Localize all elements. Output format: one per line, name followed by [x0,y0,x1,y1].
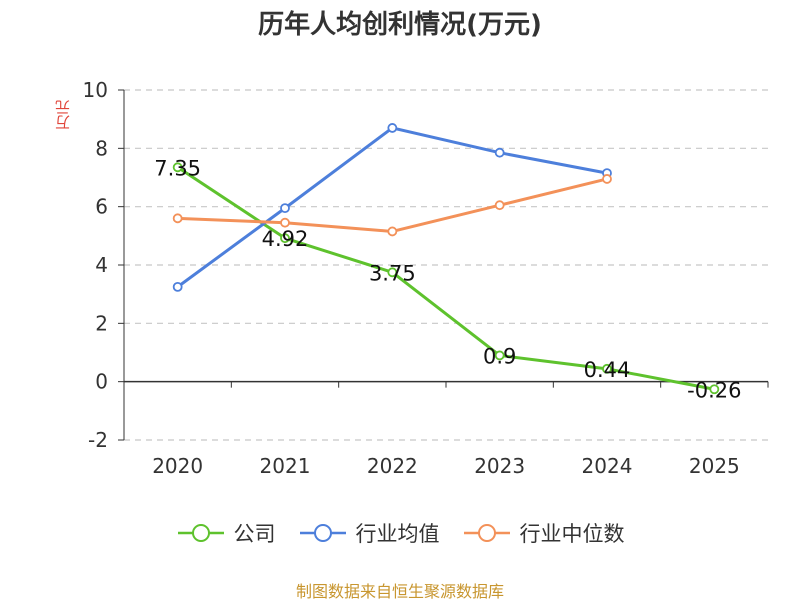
y-tick-label: 8 [95,136,108,160]
data-label: 0.44 [584,358,631,382]
chart-title: 历年人均创利情况(万元) [258,10,542,40]
data-point [172,213,183,224]
x-tick-label: 2025 [689,454,740,478]
data-point [602,363,612,374]
data-point [387,123,398,133]
legend-label-company: 公司 [233,522,276,546]
data-point [387,267,398,278]
data-point [494,350,505,361]
data-source-note: 制图数据来自恒生聚源数据库 [295,582,504,601]
legend-item-industry-mean[interactable]: 行业均值 [298,518,440,548]
x-tick-label: 2020 [152,454,203,478]
data-label: 0.9 [483,344,516,368]
data-label: -0.26 [687,378,741,402]
y-tick-label: 10 [83,78,108,102]
y-tick-label: -2 [88,428,108,452]
legend-label-industry-mean: 行业均值 [355,522,440,546]
data-point [387,226,398,237]
data-point [172,281,183,292]
data-point [280,233,290,244]
legend-line-circle-icon [299,524,346,542]
x-tick-label: 2024 [582,454,633,478]
legend-line-circle-icon [463,524,510,542]
y-tick-label: 0 [95,370,108,394]
legend-label-industry-median: 行业中位数 [519,522,625,546]
data-point [494,200,505,211]
series-line-2 [177,177,608,233]
data-point [280,217,290,228]
y-tick-label: 6 [95,195,108,219]
y-tick-label: 4 [95,253,108,277]
legend: 公司 行业均值 行业中位数 [0,518,800,548]
y-tick-label: 2 [95,311,108,335]
series-line-0 [176,166,715,391]
data-point [494,147,505,158]
data-point [602,174,612,184]
data-label: 4.92 [262,227,309,251]
x-tick-label: 2021 [260,454,311,478]
legend-item-company[interactable]: 公司 [176,518,276,548]
data-label: 7.35 [154,156,201,180]
x-tick-label: 2023 [474,454,525,478]
legend-line-circle-icon [177,524,224,542]
data-point [172,162,183,173]
legend-item-industry-median[interactable]: 行业中位数 [462,518,625,548]
data-point [709,384,720,395]
data-point [280,203,290,214]
data-label: 3.75 [369,261,416,285]
x-tick-label: 2022 [367,454,418,478]
